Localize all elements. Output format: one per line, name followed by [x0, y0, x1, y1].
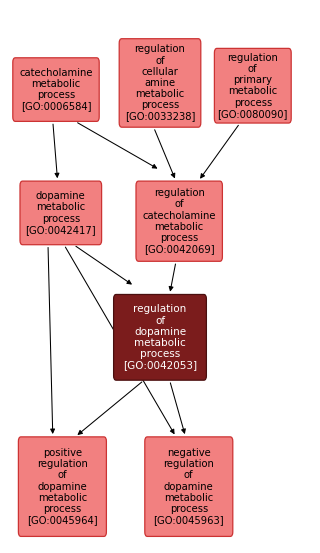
- Text: negative
regulation
of
dopamine
metabolic
process
[GO:0045963]: negative regulation of dopamine metaboli…: [154, 448, 224, 525]
- FancyBboxPatch shape: [214, 49, 291, 123]
- FancyBboxPatch shape: [13, 58, 99, 122]
- Text: regulation
of
catecholamine
metabolic
process
[GO:0042069]: regulation of catecholamine metabolic pr…: [142, 188, 216, 254]
- FancyBboxPatch shape: [20, 181, 102, 244]
- FancyBboxPatch shape: [114, 294, 206, 380]
- Text: regulation
of
cellular
amine
metabolic
process
[GO:0033238]: regulation of cellular amine metabolic p…: [125, 44, 195, 122]
- FancyBboxPatch shape: [119, 39, 201, 127]
- FancyBboxPatch shape: [19, 437, 106, 536]
- FancyBboxPatch shape: [136, 181, 222, 262]
- Text: regulation
of
primary
metabolic
process
[GO:0080090]: regulation of primary metabolic process …: [218, 53, 288, 119]
- Text: catecholamine
metabolic
process
[GO:0006584]: catecholamine metabolic process [GO:0006…: [19, 68, 93, 111]
- Text: dopamine
metabolic
process
[GO:0042417]: dopamine metabolic process [GO:0042417]: [26, 191, 96, 234]
- Text: regulation
of
dopamine
metabolic
process
[GO:0042053]: regulation of dopamine metabolic process…: [123, 304, 197, 371]
- FancyBboxPatch shape: [145, 437, 233, 536]
- Text: positive
regulation
of
dopamine
metabolic
process
[GO:0045964]: positive regulation of dopamine metaboli…: [27, 448, 98, 525]
